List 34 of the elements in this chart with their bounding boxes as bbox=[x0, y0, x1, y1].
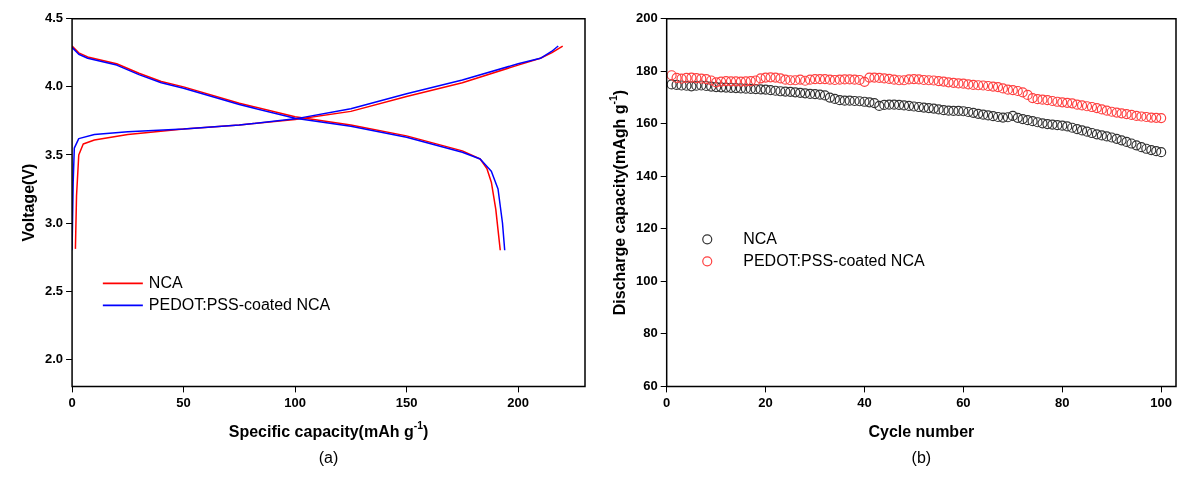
y-tick-label: 180 bbox=[635, 62, 658, 78]
x-tick-label: 100 bbox=[284, 394, 306, 410]
y-axis-title: Voltage(V) bbox=[20, 163, 38, 242]
x-tick-label: 100 bbox=[1150, 394, 1173, 410]
legend-label: NCA bbox=[148, 273, 183, 291]
y-tick-label: 4.5 bbox=[44, 10, 64, 26]
x-tick-label: 20 bbox=[758, 394, 773, 410]
y-tick-label: 3.5 bbox=[44, 146, 64, 162]
legend-label: NCA bbox=[743, 229, 778, 247]
x-tick-label: 40 bbox=[857, 394, 872, 410]
x-tick-label: 200 bbox=[507, 394, 529, 410]
y-tick-label: 140 bbox=[635, 167, 658, 183]
y-tick-label: 2.5 bbox=[44, 282, 64, 298]
x-tick-label: 50 bbox=[176, 394, 191, 410]
y-tick-label: 160 bbox=[635, 115, 658, 131]
legend-label: PEDOT:PSS-coated NCA bbox=[743, 251, 925, 269]
x-axis-title: Cycle number bbox=[868, 422, 975, 440]
y-tick-label: 120 bbox=[635, 220, 658, 236]
y-tick-label: 3.0 bbox=[44, 214, 64, 230]
y-tick-label: 2.0 bbox=[44, 350, 64, 366]
y-tick-label: 4.0 bbox=[44, 78, 64, 94]
x-tick-label: 80 bbox=[1055, 394, 1070, 410]
legend-label: PEDOT:PSS-coated NCA bbox=[148, 295, 331, 313]
x-tick-label: 0 bbox=[68, 394, 76, 410]
x-tick-label: 60 bbox=[956, 394, 971, 410]
y-tick-label: 80 bbox=[643, 325, 658, 341]
y-axis-title: Discharge capacity(mAgh g-1) bbox=[608, 89, 629, 316]
x-tick-label: 0 bbox=[663, 394, 671, 410]
x-tick-label: 150 bbox=[395, 394, 418, 410]
y-tick-label: 200 bbox=[635, 10, 658, 26]
text: (b) bbox=[911, 448, 932, 466]
y-tick-label: 100 bbox=[635, 272, 658, 288]
text: (a) bbox=[318, 448, 339, 466]
y-tick-label: 60 bbox=[643, 377, 658, 393]
